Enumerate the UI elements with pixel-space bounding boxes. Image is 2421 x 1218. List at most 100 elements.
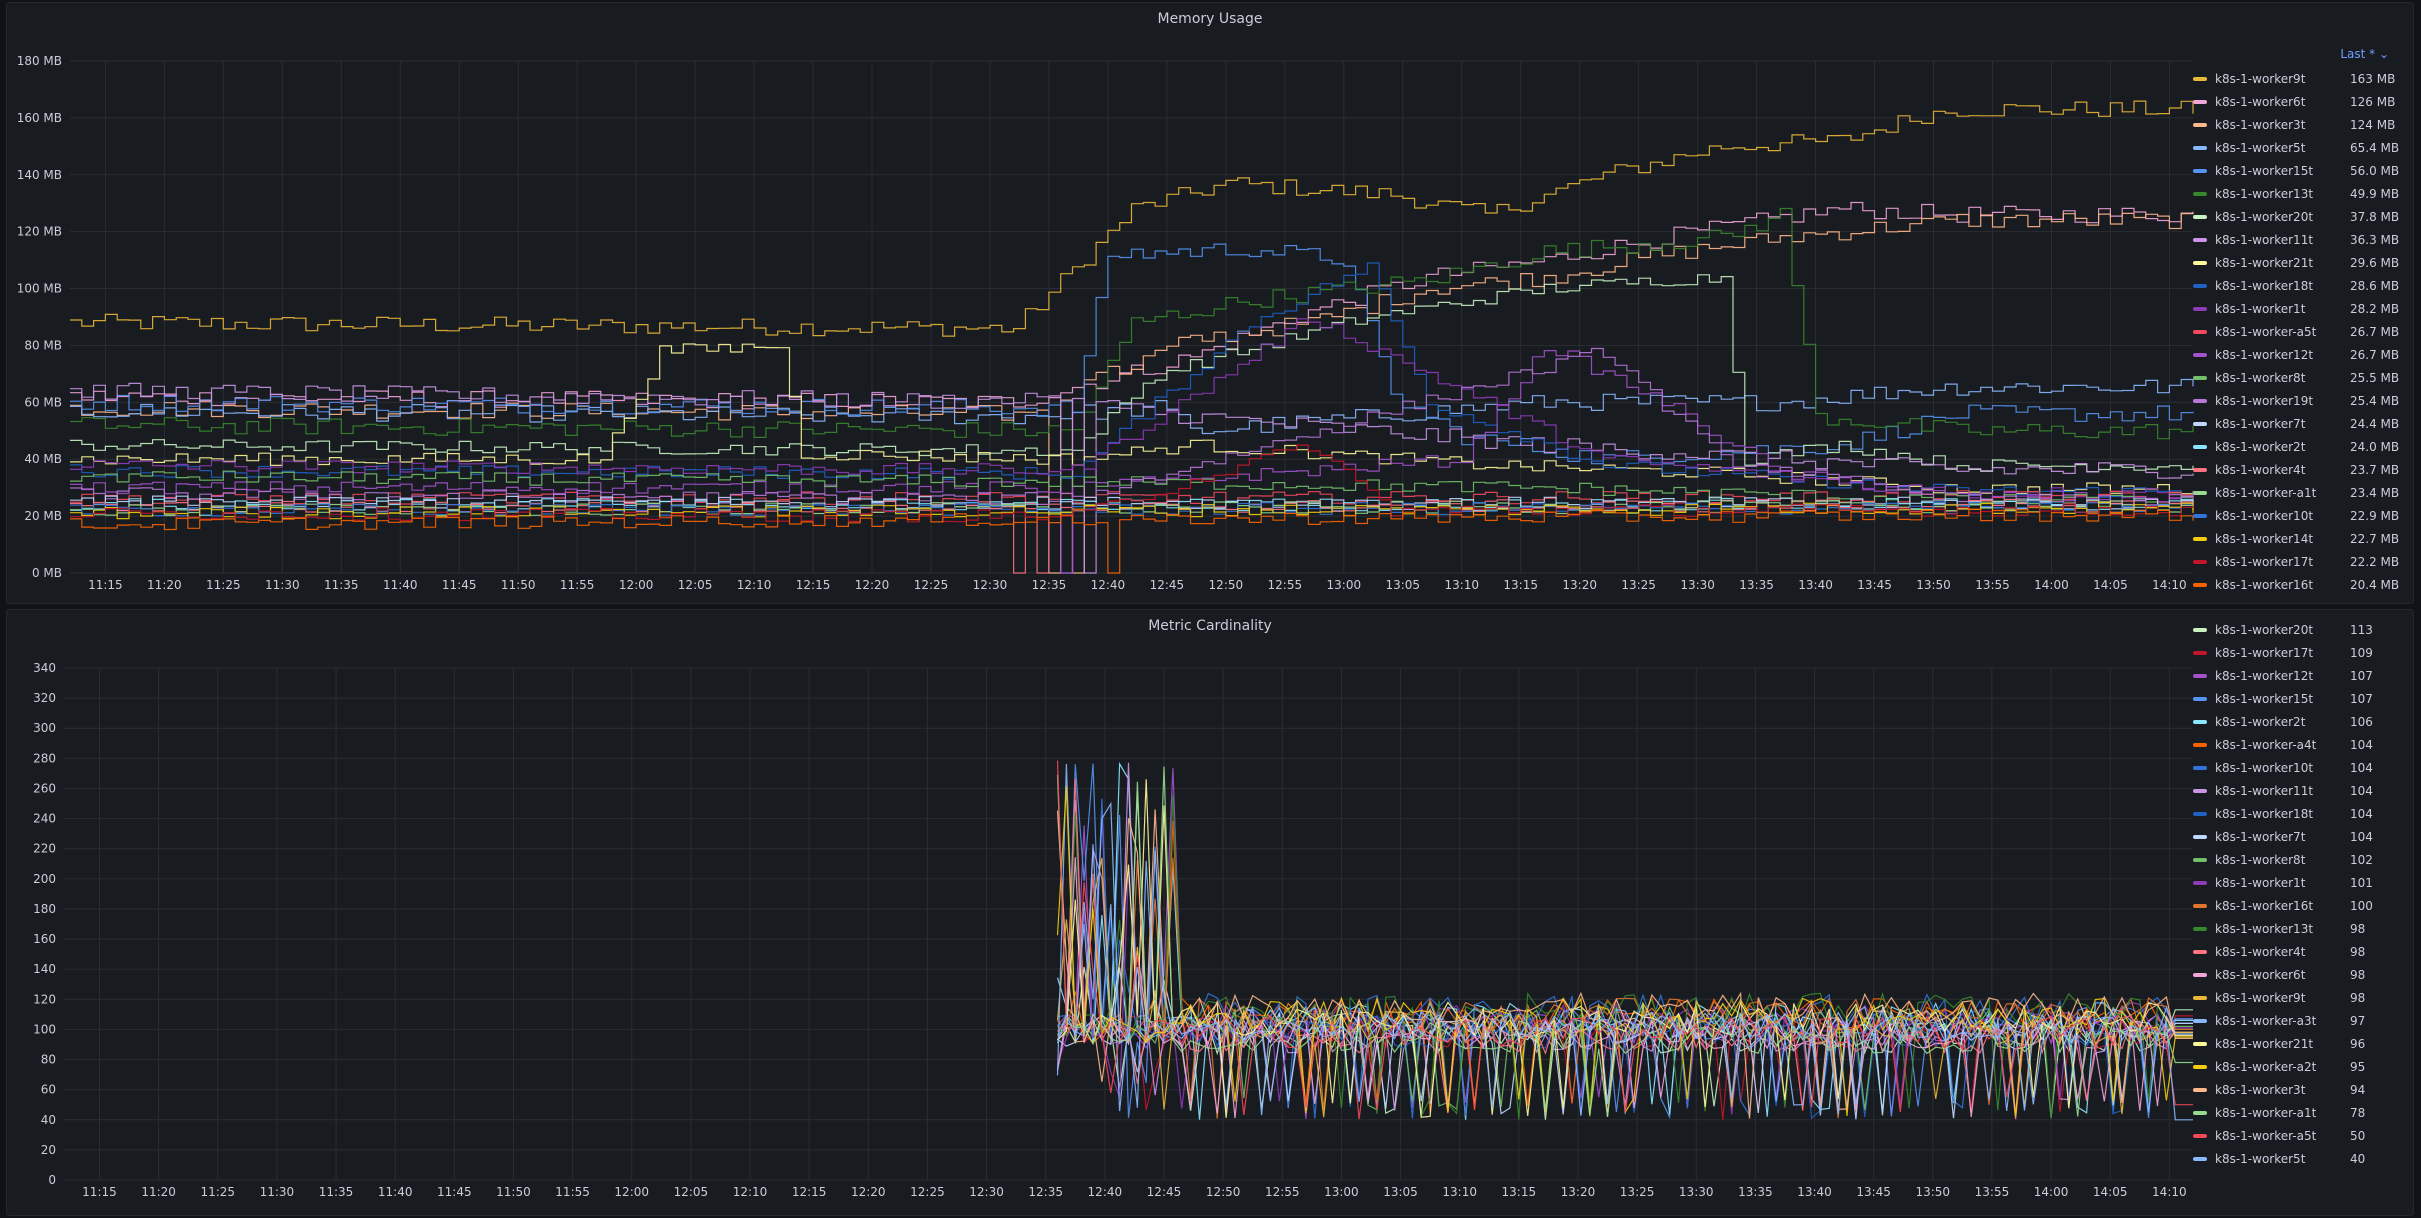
legend-item[interactable]: k8s-1-worker2t 24.0 MB (2193, 435, 2405, 458)
legend-item[interactable]: k8s-1-worker10t 104 (2193, 756, 2405, 779)
series-line-k8s-1-worker-a1t[interactable] (1056, 766, 2194, 1117)
legend-last-value: 98 (2350, 967, 2366, 982)
legend-item[interactable]: k8s-1-worker1t 28.2 MB (2193, 297, 2405, 320)
legend-series-name: k8s-1-worker-a5t (2215, 1128, 2317, 1143)
legend-item[interactable]: k8s-1-worker1t 101 (2193, 871, 2405, 894)
legend-item[interactable]: k8s-1-worker15t 56.0 MB (2193, 159, 2405, 182)
series-line-k8s-1-worker8t[interactable] (70, 470, 2194, 507)
series-line-k8s-1-worker-a4t[interactable] (1057, 820, 2194, 1114)
legend-swatch (2193, 191, 2207, 196)
legend-swatch (2193, 926, 2207, 931)
series-line-k8s-1-worker13t[interactable] (1057, 795, 2194, 1120)
legend-series-name: k8s-1-worker8t (2215, 370, 2306, 385)
legend-item[interactable]: k8s-1-worker10t 22.9 MB (2193, 504, 2405, 527)
legend-item[interactable]: k8s-1-worker4t 98 (2193, 940, 2405, 963)
legend-item[interactable]: k8s-1-worker17t 109 (2193, 641, 2405, 664)
x-tick-label: 14:10 (2152, 1185, 2187, 1199)
legend-item[interactable]: k8s-1-worker18t 28.6 MB (2193, 274, 2405, 297)
series-line-k8s-1-worker17t[interactable] (70, 444, 2194, 523)
legend-item[interactable]: k8s-1-worker2t 106 (2193, 710, 2405, 733)
legend-series-name: k8s-1-worker12t (2215, 347, 2314, 362)
memory-usage-panel: Memory Usage 0 MB 20 MB 40 MB 60 MB 80 MB 100… (6, 2, 2414, 604)
legend-series-name: k8s-1-worker-a1t (2215, 485, 2317, 500)
series-line-k8s-1-worker12t[interactable] (1057, 768, 2194, 1119)
series-line-k8s-1-worker-a2t[interactable] (1056, 786, 2194, 1117)
series-line-k8s-1-worker-a3t[interactable] (1056, 763, 2194, 1116)
series-line-k8s-1-worker9t[interactable] (1056, 857, 2194, 1118)
legend-item[interactable]: k8s-1-worker15t 107 (2193, 687, 2405, 710)
legend-item[interactable]: k8s-1-worker6t 126 MB (2193, 90, 2405, 113)
legend-item[interactable]: k8s-1-worker-a4t 104 (2193, 733, 2405, 756)
series-line-k8s-1-worker1t[interactable] (70, 318, 2194, 499)
legend-last-value: 36.3 MB (2350, 232, 2400, 247)
legend-swatch (2193, 949, 2207, 954)
series-line-k8s-1-worker4t[interactable] (1057, 778, 2194, 1120)
series-line-k8s-1-worker21t[interactable] (1057, 779, 2194, 1118)
series-line-k8s-1-worker13t[interactable] (70, 207, 2194, 440)
legend-item[interactable]: k8s-1-worker5t 40 (2193, 1147, 2405, 1170)
legend-item[interactable]: k8s-1-worker21t 29.6 MB (2193, 251, 2405, 274)
series-line-k8s-1-worker20t[interactable] (70, 274, 2194, 473)
legend-item[interactable]: k8s-1-worker-a5t 50 (2193, 1124, 2405, 1147)
x-tick-label: 12:15 (792, 1185, 827, 1199)
legend-series-name: k8s-1-worker18t (2215, 278, 2314, 293)
legend-item[interactable]: k8s-1-worker20t 37.8 MB (2193, 205, 2405, 228)
series-line-k8s-1-worker11t[interactable] (70, 382, 2194, 574)
legend-item[interactable]: k8s-1-worker7t 24.4 MB (2193, 412, 2405, 435)
legend-item[interactable]: k8s-1-worker4t 23.7 MB (2193, 458, 2405, 481)
legend-item[interactable]: k8s-1-worker9t 163 MB (2193, 67, 2405, 90)
series-line-k8s-1-worker3t[interactable] (70, 211, 2194, 574)
legend-last-value: 113 (2350, 622, 2373, 637)
legend-item[interactable]: k8s-1-worker8t 25.5 MB (2193, 366, 2405, 389)
legend-item[interactable]: k8s-1-worker-a1t 78 (2193, 1101, 2405, 1124)
legend-item[interactable]: k8s-1-worker13t 98 (2193, 917, 2405, 940)
series-line-k8s-1-worker16t[interactable] (1057, 857, 2194, 1119)
series-line-k8s-1-worker-a5t[interactable] (1056, 760, 2194, 1120)
legend-item[interactable]: k8s-1-worker18t 104 (2193, 802, 2405, 825)
legend-item[interactable]: k8s-1-worker3t 94 (2193, 1078, 2405, 1101)
series-line-k8s-1-worker15t[interactable] (70, 243, 2194, 465)
panel-title[interactable]: Memory Usage (1157, 11, 1263, 27)
series-line-k8s-1-worker16t[interactable] (70, 508, 2194, 574)
legend-sort-header[interactable]: Last * ⌄ (2340, 47, 2389, 61)
legend-item[interactable]: k8s-1-worker12t 107 (2193, 664, 2405, 687)
x-tick-label: 12:40 (1091, 578, 1126, 592)
series-line-k8s-1-worker18t[interactable] (70, 262, 2194, 498)
legend-item[interactable]: k8s-1-worker3t 124 MB (2193, 113, 2405, 136)
panel-title[interactable]: Metric Cardinality (1148, 618, 1272, 634)
legend-item[interactable]: k8s-1-worker6t 98 (2193, 963, 2405, 986)
legend-item[interactable]: k8s-1-worker-a5t 26.7 MB (2193, 320, 2405, 343)
legend-item[interactable]: k8s-1-worker7t 104 (2193, 825, 2405, 848)
series-line-k8s-1-worker5t[interactable] (1056, 801, 2194, 1121)
legend-item[interactable]: k8s-1-worker11t 104 (2193, 779, 2405, 802)
legend-item[interactable]: k8s-1-worker16t 100 (2193, 894, 2405, 917)
legend-item[interactable]: k8s-1-worker11t 36.3 MB (2193, 228, 2405, 251)
legend-item[interactable]: k8s-1-worker19t 25.4 MB (2193, 389, 2405, 412)
series-line-k8s-1-worker11t[interactable] (1056, 762, 2194, 1111)
series-line-k8s-1-worker6t[interactable] (1056, 857, 2194, 1119)
series-line-k8s-1-worker9t[interactable] (70, 100, 2194, 337)
legend-item[interactable]: k8s-1-worker14t 22.7 MB (2193, 527, 2405, 550)
legend-item[interactable]: k8s-1-worker17t 22.2 MB (2193, 550, 2405, 573)
series-line-k8s-1-worker10t[interactable] (1057, 798, 2194, 1119)
legend-item[interactable]: k8s-1-worker-a3t 97 (2193, 1009, 2405, 1032)
legend-item[interactable]: k8s-1-worker-a1t 23.4 MB (2193, 481, 2405, 504)
legend-item[interactable]: k8s-1-worker8t 102 (2193, 848, 2405, 871)
legend-swatch (2193, 1133, 2207, 1138)
legend-item[interactable]: k8s-1-worker16t 20.4 MB (2193, 573, 2405, 596)
legend-item[interactable]: k8s-1-worker-a2t 95 (2193, 1055, 2405, 1078)
legend-item[interactable]: k8s-1-worker5t 65.4 MB (2193, 136, 2405, 159)
legend-item[interactable]: k8s-1-worker9t 98 (2193, 986, 2405, 1009)
series-line-k8s-1-worker19t[interactable] (70, 347, 2194, 508)
legend-item[interactable]: k8s-1-worker21t 96 (2193, 1032, 2405, 1055)
series-line-k8s-1-worker20t[interactable] (1056, 791, 2194, 1120)
legend-item[interactable]: k8s-1-worker20t 113 (2193, 618, 2405, 641)
series-line-k8s-1-worker21t[interactable] (70, 343, 2194, 496)
series-line-k8s-1-worker15t[interactable] (1057, 763, 2194, 1120)
series-line-k8s-1-worker1t[interactable] (1056, 867, 2194, 1115)
series-line-k8s-1-worker3t[interactable] (1056, 809, 2194, 1119)
legend-item[interactable]: k8s-1-worker12t 26.7 MB (2193, 343, 2405, 366)
series-line-k8s-1-worker2t[interactable] (1056, 761, 2194, 1120)
legend-item[interactable]: k8s-1-worker13t 49.9 MB (2193, 182, 2405, 205)
legend-swatch (2193, 145, 2207, 150)
